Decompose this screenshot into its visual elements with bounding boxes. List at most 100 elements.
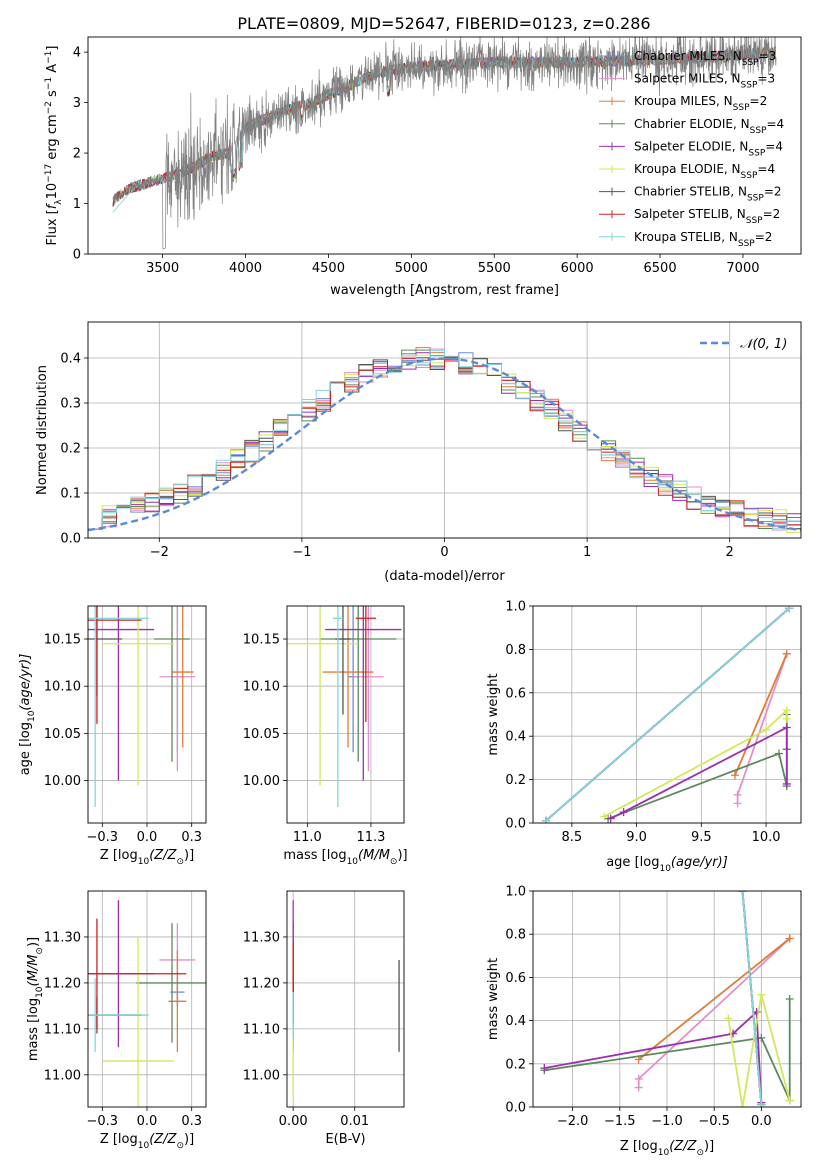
weight-marker xyxy=(724,1014,733,1023)
panel-mass-vs-Z: −0.3 0.0 0.3 11.00 11.10 11.20 11.30 Z [log10(Z… xyxy=(26,890,207,1151)
x-tick-label: 5000 xyxy=(395,261,428,276)
y-tick-label: 10.10 xyxy=(44,680,81,695)
x-axis-label: mass [log10(M/M⊙)] xyxy=(283,848,407,867)
y-tick-label: 3 xyxy=(73,96,81,111)
residual-histogram xyxy=(88,349,801,538)
panel-mass-vs-EBV: 0.00 0.01 11.00 11.10 11.20 11.30 E(B-V) xyxy=(243,890,405,1147)
weight-marker xyxy=(785,934,794,943)
legend-label: Salpeter MILES, NSSP=3 xyxy=(634,72,775,91)
axes-frame xyxy=(87,36,802,255)
weight-marker xyxy=(733,790,742,799)
x-axis-label: age [log10(age/yr)] xyxy=(606,855,728,874)
y-tick-label: 11.00 xyxy=(44,1068,81,1083)
x-tick-label: 4000 xyxy=(229,261,262,276)
y-tick-label: 0.2 xyxy=(505,1057,526,1072)
weight-marker xyxy=(733,799,742,808)
weight-marker xyxy=(757,1100,766,1107)
y-axis-label: age [log10(age/yr)] xyxy=(18,654,37,776)
y-tick-label: 0 xyxy=(73,248,81,263)
panel-weight-vs-age: 8.5 9.0 9.5 10.0 0.0 0.2 0.4 0.6 0.8 1.0 age [log1… xyxy=(486,600,802,874)
y-tick-label: 0.8 xyxy=(505,643,526,658)
x-tick-label: 8.5 xyxy=(561,830,582,845)
y-tick-label: 0.0 xyxy=(60,532,81,547)
weight-line xyxy=(544,999,791,1101)
weight-marker xyxy=(782,779,791,788)
x-tick-label: −0.3 xyxy=(87,1114,119,1129)
weight-marker xyxy=(782,745,791,754)
x-tick-label: 3500 xyxy=(146,261,179,276)
legend-label: Kroupa MILES, NSSP=2 xyxy=(634,94,767,113)
x-tick-label: −0.5 xyxy=(698,1114,730,1129)
x-tick-label: 10.0 xyxy=(752,830,781,845)
x-axis-label: (data-model)/error xyxy=(384,569,505,584)
weight-marker xyxy=(619,808,628,817)
plot-area xyxy=(540,891,794,1107)
panel-age-vs-Z: −0.3 0.0 0.3 10.00 10.05 10.10 10.15 Z [log10(Z… xyxy=(18,605,207,867)
y-tick-label: 10.00 xyxy=(243,774,280,789)
residual-histogram xyxy=(88,356,801,538)
y-tick-label: 11.30 xyxy=(243,930,280,945)
x-tick-label: 0.0 xyxy=(751,1114,772,1129)
x-tick-label: 11.0 xyxy=(293,830,322,845)
y-tick-label: 0.3 xyxy=(60,397,81,412)
y-tick-label: 0.6 xyxy=(505,971,526,986)
x-tick-label: −1.5 xyxy=(604,1114,636,1129)
x-tick-label: 0.3 xyxy=(181,1114,202,1129)
axes-frame xyxy=(87,321,802,539)
panel-residuals: −2 −1 0 1 2 0.0 0.1 0.2 0.3 0.4 (data-model)/error… xyxy=(35,321,802,584)
weight-marker xyxy=(600,812,609,821)
weight-marker xyxy=(774,749,783,758)
plot-area xyxy=(88,900,206,1107)
x-axis-label: E(B-V) xyxy=(325,1132,365,1147)
panel-weight-vs-Z: −2.0 −1.5 −1.0 −0.5 0.0 0.0 0.2 0.4 0.6 0.8 1.0 Z [… xyxy=(486,885,802,1158)
legend-label: Salpeter STELIB, NSSP=2 xyxy=(634,207,780,226)
weight-marker xyxy=(541,816,550,823)
x-axis-label: Z [log10(Z/Z⊙)] xyxy=(100,848,194,867)
weight-line xyxy=(545,607,790,822)
plot-area xyxy=(88,606,196,807)
y-tick-label: 0.4 xyxy=(505,1014,526,1029)
weight-line xyxy=(736,653,788,804)
y-tick-label: 1.0 xyxy=(505,885,526,900)
legend: 𝒩(0, 1) xyxy=(700,337,787,352)
y-tick-label: 0.2 xyxy=(505,773,526,788)
x-tick-label: 0.0 xyxy=(137,1114,158,1129)
axes-frame xyxy=(532,605,802,824)
y-tick-label: 11.00 xyxy=(243,1068,280,1083)
y-tick-label: 1.0 xyxy=(505,600,526,615)
weight-marker xyxy=(634,1074,643,1083)
y-tick-label: 0.0 xyxy=(505,817,526,832)
x-tick-label: −1.0 xyxy=(651,1114,683,1129)
y-tick-label: 0.4 xyxy=(505,730,526,745)
legend-label: Kroupa ELODIE, NSSP=4 xyxy=(634,162,775,181)
axes-frame xyxy=(286,605,405,824)
x-tick-label: 0.0 xyxy=(137,830,158,845)
x-tick-label: −2.0 xyxy=(557,1114,589,1129)
y-tick-label: 10.15 xyxy=(44,633,81,648)
weight-marker xyxy=(738,891,747,895)
x-axis-label: wavelength [Angstrom, rest frame] xyxy=(330,283,559,298)
plot-area xyxy=(292,900,400,1098)
y-tick-label: 10.15 xyxy=(243,633,280,648)
y-axis-label: mass weight xyxy=(486,673,501,755)
weight-line xyxy=(544,1010,763,1103)
grid xyxy=(88,891,206,1107)
weight-marker xyxy=(782,649,791,658)
panel-spectrum: 3500 4000 4500 5000 5500 6000 6500 7000 0 1 2 3 4 wav… xyxy=(44,36,802,298)
x-tick-label: 4500 xyxy=(312,261,345,276)
y-tick-label: 11.30 xyxy=(44,930,81,945)
x-tick-label: −2 xyxy=(150,545,169,560)
weight-marker xyxy=(782,714,791,723)
weight-line xyxy=(603,708,788,818)
y-tick-label: 0.0 xyxy=(505,1101,526,1116)
weight-marker xyxy=(540,1064,549,1073)
y-axis-label: Normed distribution xyxy=(35,365,50,495)
x-axis-label: Z [log10(Z/Z⊙)] xyxy=(100,1132,194,1151)
legend-label: Chabrier MILES, NSSP=3 xyxy=(634,49,776,68)
weight-line xyxy=(734,653,788,776)
gaussian-curve xyxy=(88,357,801,532)
plot-area xyxy=(541,606,794,823)
legend-label: Kroupa STELIB, NSSP=2 xyxy=(634,230,772,249)
y-tick-label: 0.6 xyxy=(505,686,526,701)
y-axis-label: mass [log10(M/M⊙)] xyxy=(26,937,45,1061)
